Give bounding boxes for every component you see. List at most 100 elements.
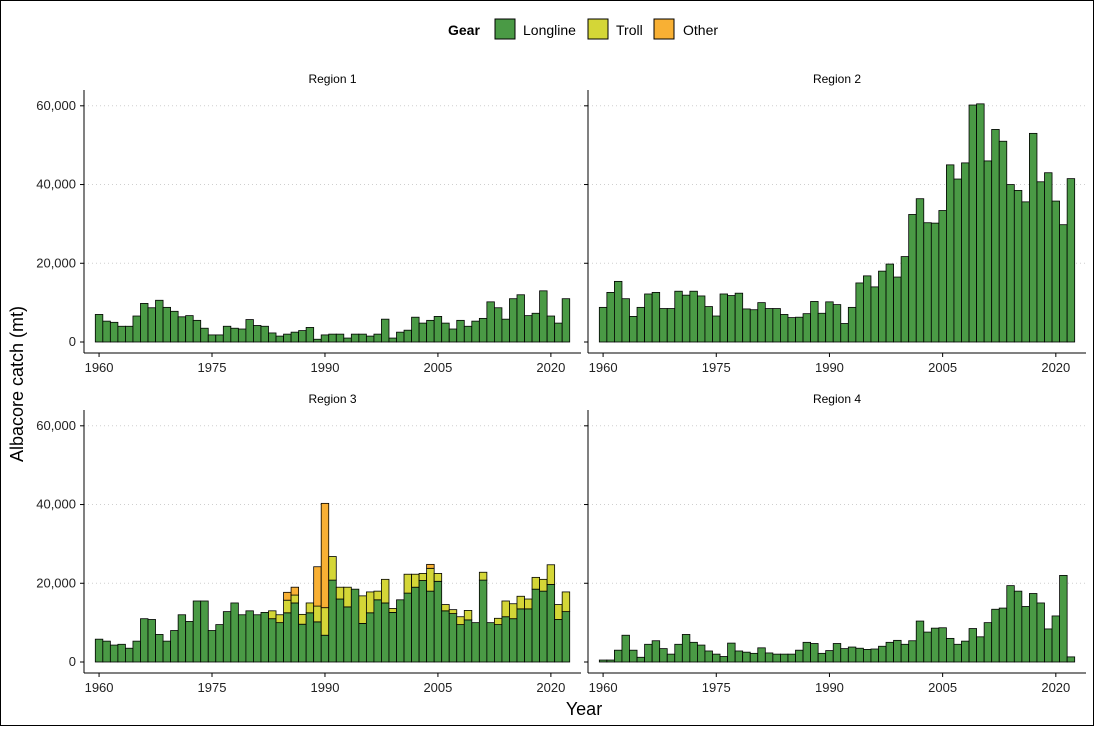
- bar-longline-2021: [554, 619, 563, 663]
- bar-longline-1963: [621, 634, 630, 663]
- bar-troll-1984: [275, 614, 284, 624]
- bar-longline-2012: [991, 129, 1000, 343]
- bar-longline-1970: [674, 290, 683, 343]
- bar-longline-1980: [245, 319, 254, 343]
- bar-longline-1976: [719, 656, 728, 663]
- bar-longline-1968: [659, 648, 668, 663]
- bar-longline-2021: [1059, 574, 1068, 663]
- bar-longline-1969: [162, 640, 171, 663]
- bar-longline-1983: [772, 308, 781, 343]
- bar-longline-1999: [388, 337, 397, 343]
- y-tick-label: 0: [69, 334, 76, 349]
- bar-longline-1979: [237, 614, 247, 663]
- bar-longline-1989: [817, 312, 827, 343]
- y-tick-label: 0: [69, 654, 76, 669]
- bar-longline-1964: [629, 316, 638, 343]
- bar-longline-1985: [283, 612, 292, 663]
- bar-longline-1962: [614, 649, 623, 663]
- bar-longline-1997: [373, 599, 382, 663]
- x-tick-label: 2020: [536, 360, 565, 375]
- bar-longline-2002: [411, 316, 420, 343]
- bar-longline-2022: [561, 611, 571, 663]
- bar-longline-1984: [780, 653, 789, 663]
- bar-longline-1984: [780, 314, 789, 343]
- bar-longline-2008: [456, 624, 465, 663]
- panel-3: Region 3 0 20,000 40,000 60,000 1960 1975 1990 2…: [36, 392, 581, 695]
- bar-longline-2019: [539, 590, 548, 663]
- bar-longline-1963: [117, 325, 126, 343]
- bar-troll-1985: [283, 599, 292, 614]
- bar-longline-1978: [230, 602, 239, 663]
- bar-longline-2013: [998, 607, 1008, 663]
- bar-longline-1963: [117, 643, 126, 663]
- bar-longline-1997: [878, 645, 887, 663]
- bar-longline-1975: [207, 630, 217, 663]
- bar-longline-1986: [290, 331, 300, 343]
- bar-troll-2005: [433, 573, 443, 582]
- bar-longline-2017: [524, 608, 533, 663]
- bar-longline-1967: [147, 619, 156, 663]
- bar-longline-1987: [298, 330, 307, 343]
- bar-longline-2011: [983, 622, 993, 663]
- y-tick-label: 40,000: [36, 497, 76, 512]
- bar-longline-1967: [147, 307, 156, 343]
- bar-longline-2019: [1044, 628, 1053, 663]
- bar-longline-2007: [448, 613, 458, 663]
- bar-longline-2018: [1036, 181, 1045, 343]
- bar-longline-1995: [863, 649, 872, 663]
- bar-longline-1960: [598, 306, 608, 343]
- bar-longline-2019: [1044, 172, 1053, 343]
- bar-longline-1982: [764, 308, 774, 343]
- bar-longline-1962: [109, 644, 119, 663]
- bar-longline-1987: [802, 641, 811, 663]
- bar-troll-2013: [494, 617, 503, 626]
- bar-troll-2004: [426, 567, 435, 592]
- bar-troll-1986: [290, 594, 300, 604]
- bar-longline-1982: [260, 612, 269, 663]
- bar-longline-1969: [666, 653, 676, 663]
- x-tick-label: 1975: [702, 680, 731, 695]
- bar-longline-2011: [478, 579, 488, 663]
- bar-longline-2015: [1013, 190, 1023, 343]
- bar-longline-1960: [598, 659, 608, 663]
- bar-troll-2019: [539, 578, 548, 592]
- bar-longline-1968: [155, 299, 164, 343]
- bar-longline-2000: [900, 256, 910, 343]
- bar-longline-1995: [863, 275, 872, 343]
- y-tick-label: 60,000: [36, 98, 76, 113]
- bar-longline-1990: [320, 334, 330, 343]
- bar-longline-1986: [290, 602, 300, 663]
- bar-longline-2009: [968, 628, 977, 663]
- bar-longline-1993: [847, 646, 857, 663]
- bar-longline-2003: [418, 580, 428, 663]
- bar-longline-1982: [764, 652, 774, 663]
- panel-title: Region 3: [308, 392, 356, 406]
- bar-troll-2022: [561, 591, 571, 613]
- bar-longline-1978: [734, 292, 744, 343]
- bar-longline-1966: [644, 293, 653, 343]
- bar-longline-2006: [946, 164, 955, 343]
- y-tick-label: 60,000: [36, 418, 76, 433]
- bar-troll-2011: [478, 571, 488, 581]
- bar-longline-2022: [1066, 656, 1076, 663]
- bar-longline-2014: [501, 616, 510, 663]
- x-tick-label: 2005: [423, 360, 452, 375]
- bar-longline-1985: [283, 333, 292, 343]
- bar-longline-2018: [1036, 602, 1045, 663]
- bar-longline-1998: [885, 263, 894, 343]
- bar-longline-1991: [328, 579, 337, 663]
- bar-longline-2002: [915, 198, 925, 343]
- bar-longline-1988: [305, 612, 315, 663]
- bar-longline-2016: [516, 608, 525, 663]
- legend-swatch-troll: [587, 18, 609, 40]
- panel-2: Region 2 1960 1975 1990 2005 2020: [584, 72, 1086, 375]
- bar-troll-1999: [388, 608, 397, 613]
- bar-longline-2007: [953, 643, 962, 663]
- bar-longline-2001: [908, 640, 917, 663]
- bar-longline-1972: [185, 315, 194, 343]
- bar-longline-1997: [878, 270, 887, 343]
- x-tick-label: 1960: [589, 360, 618, 375]
- bar-longline-1990: [825, 301, 834, 343]
- bar-longline-1991: [328, 333, 337, 343]
